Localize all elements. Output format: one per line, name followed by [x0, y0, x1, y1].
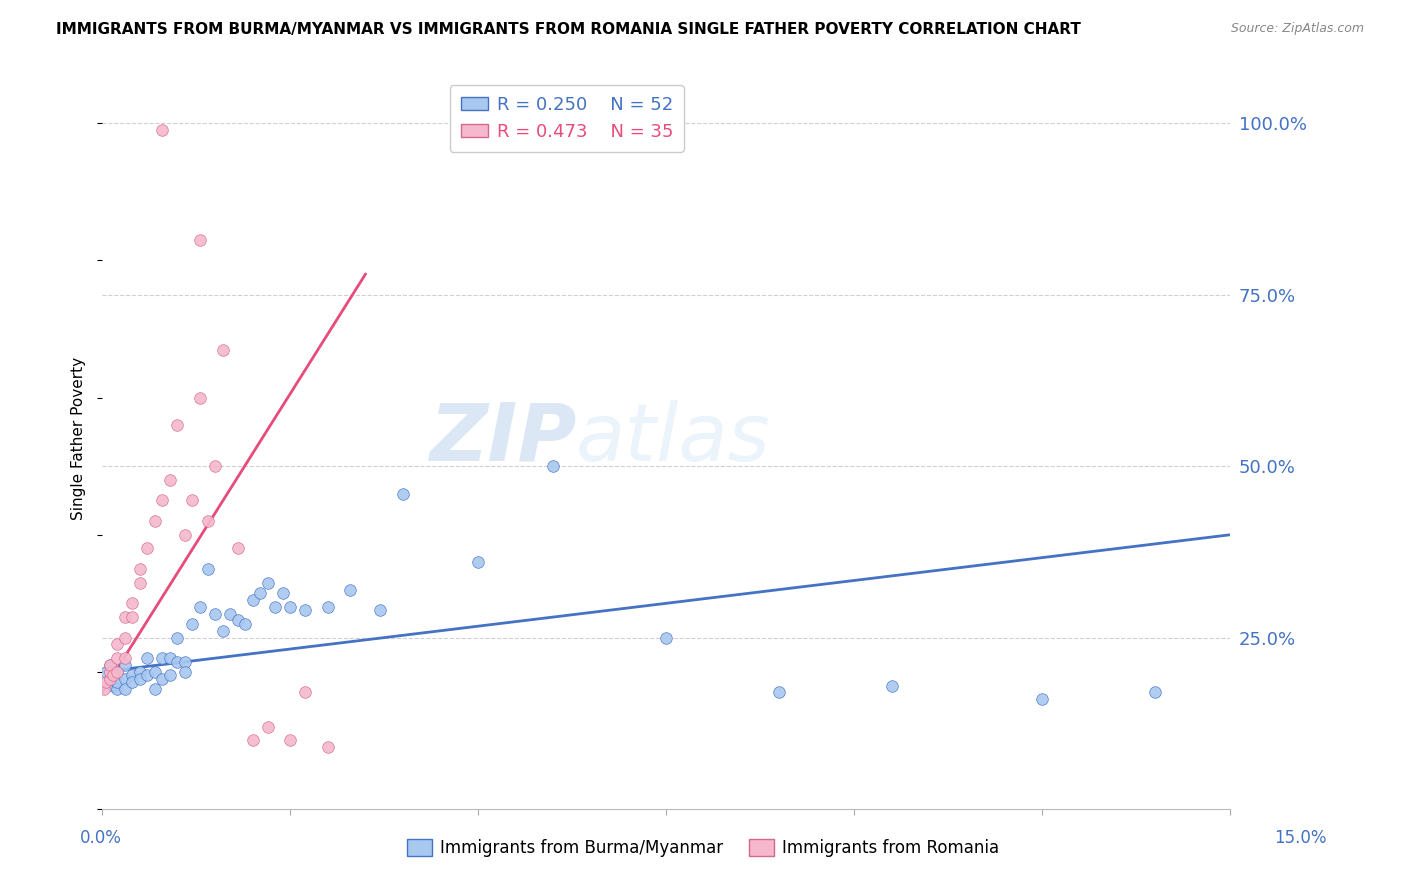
Point: [121, 610, 143, 624]
Point: [392, 486, 415, 500]
Point: [105, 681, 128, 696]
Point: [114, 651, 136, 665]
Point: [136, 651, 159, 665]
Point: [128, 575, 150, 590]
Point: [128, 665, 150, 679]
Point: [103, 668, 125, 682]
Text: 0.0%: 0.0%: [80, 829, 122, 847]
Point: [256, 575, 278, 590]
Point: [159, 668, 181, 682]
Point: [105, 665, 128, 679]
Point: [188, 233, 211, 247]
Point: [105, 637, 128, 651]
Point: [159, 473, 181, 487]
Point: [166, 418, 188, 433]
Point: [150, 493, 173, 508]
Point: [94, 665, 117, 679]
Point: [174, 655, 197, 669]
Point: [249, 586, 271, 600]
Point: [105, 651, 128, 665]
Point: [98, 658, 121, 673]
Point: [174, 665, 197, 679]
Legend: Immigrants from Burma/Myanmar, Immigrants from Romania: Immigrants from Burma/Myanmar, Immigrant…: [401, 832, 1005, 864]
Point: [121, 675, 143, 690]
Point: [370, 603, 392, 617]
Text: 15.0%: 15.0%: [1274, 829, 1327, 847]
Point: [211, 624, 233, 638]
Point: [114, 610, 136, 624]
Point: [278, 599, 301, 614]
Point: [242, 593, 264, 607]
Point: [136, 541, 159, 556]
Point: [114, 658, 136, 673]
Point: [1144, 685, 1167, 699]
Point: [114, 681, 136, 696]
Point: [114, 631, 136, 645]
Point: [768, 685, 790, 699]
Point: [121, 668, 143, 682]
Point: [880, 679, 903, 693]
Point: [294, 603, 316, 617]
Point: [143, 514, 166, 528]
Point: [226, 541, 249, 556]
Point: [94, 675, 117, 690]
Text: IMMIGRANTS FROM BURMA/MYANMAR VS IMMIGRANTS FROM ROMANIA SINGLE FATHER POVERTY C: IMMIGRANTS FROM BURMA/MYANMAR VS IMMIGRA…: [56, 22, 1081, 37]
Point: [233, 616, 256, 631]
Point: [655, 631, 678, 645]
Point: [174, 527, 197, 541]
Point: [197, 514, 219, 528]
Point: [211, 343, 233, 357]
Point: [181, 616, 204, 631]
Point: [150, 651, 173, 665]
Point: [93, 681, 115, 696]
Point: [98, 665, 121, 679]
Point: [128, 672, 150, 686]
Point: [188, 391, 211, 405]
Point: [219, 607, 242, 621]
Point: [204, 607, 226, 621]
Point: [114, 672, 136, 686]
Y-axis label: Single Father Poverty: Single Father Poverty: [72, 357, 86, 520]
Point: [197, 562, 219, 576]
Legend: R = 0.250    N = 52, R = 0.473    N = 35: R = 0.250 N = 52, R = 0.473 N = 35: [450, 85, 683, 152]
Point: [98, 672, 121, 686]
Point: [121, 596, 143, 610]
Point: [181, 493, 204, 508]
Point: [159, 651, 181, 665]
Point: [226, 614, 249, 628]
Point: [143, 665, 166, 679]
Point: [271, 586, 294, 600]
Point: [204, 459, 226, 474]
Point: [128, 562, 150, 576]
Point: [103, 679, 125, 693]
Point: [166, 631, 188, 645]
Point: [98, 658, 121, 673]
Point: [188, 599, 211, 614]
Text: ZIP: ZIP: [429, 400, 576, 478]
Point: [166, 655, 188, 669]
Text: Source: ZipAtlas.com: Source: ZipAtlas.com: [1230, 22, 1364, 36]
Point: [105, 675, 128, 690]
Point: [242, 733, 264, 747]
Point: [264, 599, 287, 614]
Point: [150, 672, 173, 686]
Point: [278, 733, 301, 747]
Point: [467, 555, 489, 569]
Text: atlas: atlas: [576, 400, 770, 478]
Point: [339, 582, 361, 597]
Point: [294, 685, 316, 699]
Point: [143, 681, 166, 696]
Point: [543, 459, 565, 474]
Point: [150, 123, 173, 137]
Point: [136, 668, 159, 682]
Point: [316, 599, 339, 614]
Point: [316, 740, 339, 755]
Point: [98, 672, 121, 686]
Point: [105, 665, 128, 679]
Point: [256, 720, 278, 734]
Point: [1031, 692, 1053, 706]
